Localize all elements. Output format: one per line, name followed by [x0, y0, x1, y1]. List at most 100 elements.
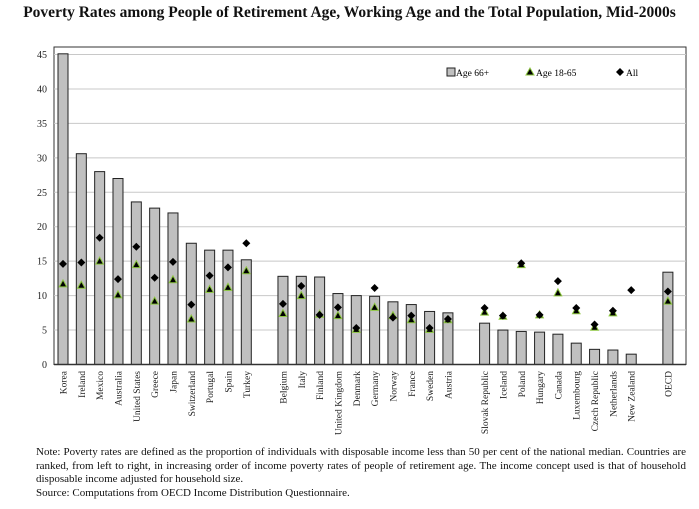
bar-age-66plus: [607, 349, 619, 365]
x-tick-label: Mexico: [96, 371, 106, 400]
y-tick-label: 30: [37, 153, 47, 164]
bar-age-66plus: [277, 275, 289, 366]
x-tick-label: Denmark: [353, 371, 363, 407]
bar-age-66plus: [57, 53, 69, 366]
marker-age-18-65: [113, 289, 123, 299]
note-text: Note: Poverty rates are defined as the p…: [36, 446, 686, 485]
marker-all: [223, 263, 232, 272]
x-tick-label: New Zealand: [628, 371, 638, 422]
marker-age-18-65: [223, 282, 233, 291]
marker-age-18-65: [204, 284, 215, 293]
x-tick-label: Portugal: [206, 371, 216, 404]
marker-age-18-65: [553, 287, 563, 297]
y-tick-label: 5: [42, 326, 47, 337]
bar-age-66plus: [497, 329, 509, 365]
y-tick-label: 10: [37, 291, 47, 302]
y-tick-label: 40: [37, 84, 47, 95]
legend-swatch-age-66plus: [446, 67, 456, 77]
legend: Age 66+ Age 18-65 All: [446, 66, 639, 79]
marker-all: [242, 239, 251, 248]
legend-label-age-18-65: Age 18-65: [536, 69, 577, 79]
bar-age-66plus: [515, 330, 527, 365]
marker-all: [663, 287, 672, 296]
x-tick-label: Netherlands: [609, 371, 619, 417]
x-tick-label: Turkey: [243, 371, 253, 398]
marker-age-18-65: [663, 296, 673, 305]
marker-all: [59, 259, 67, 268]
marker-all: [407, 311, 416, 320]
y-tick-label: 25: [37, 188, 47, 199]
legend-swatch-all: [616, 68, 624, 76]
bar-age-66plus: [589, 348, 601, 366]
x-tick-label: Belgium: [279, 370, 289, 403]
x-tick-label: Italy: [298, 371, 308, 389]
x-tick-label: Poland: [518, 371, 528, 398]
bar-age-66plus: [479, 322, 491, 365]
x-tick-label: Iceland: [499, 371, 509, 399]
x-tick-label: OECD: [664, 371, 674, 397]
marker-age-18-65: [95, 256, 105, 265]
x-tick-label: Switzerland: [188, 371, 198, 417]
marker-age-18-65: [278, 308, 288, 318]
marker-all: [113, 275, 122, 284]
marker-all: [608, 306, 617, 315]
x-tick-label: Ireland: [78, 371, 88, 398]
marker-all: [590, 320, 599, 329]
chart-note: Note: Poverty rates are defined as the p…: [36, 446, 686, 500]
bar-age-66plus: [662, 271, 674, 366]
bar-age-66plus: [204, 249, 216, 365]
x-tick-label: Czech Republic: [591, 371, 601, 431]
x-tick-label: France: [408, 371, 418, 397]
bar-age-66plus: [570, 342, 582, 365]
legend-label-age-66plus: Age 66+: [456, 69, 489, 79]
bar-age-66plus: [625, 353, 637, 365]
legend-swatch-age-18-65: [525, 66, 535, 76]
marker-all: [77, 258, 86, 267]
bar-age-66plus: [424, 310, 436, 366]
bar-age-66plus: [167, 212, 179, 365]
chart-title-text: Poverty Rates among People of Retirement…: [23, 4, 676, 21]
y-tick-label: 45: [37, 50, 47, 61]
marker-age-18-65: [186, 313, 196, 323]
chart-title: Poverty Rates among People of Retirement…: [0, 4, 699, 22]
marker-age-18-65: [241, 265, 251, 275]
x-tick-label: Finland: [316, 371, 326, 400]
x-tick-label: United States: [133, 371, 143, 422]
x-tick-label: Luxembourg: [573, 371, 583, 420]
x-tick-label: Germany: [371, 371, 381, 407]
marker-all: [168, 257, 177, 266]
bar-age-66plus: [240, 259, 252, 365]
marker-all: [205, 271, 214, 280]
x-tick-label: Greece: [151, 371, 161, 398]
x-tick-label: Spain: [224, 371, 234, 393]
x-tick-label: Norway: [389, 371, 399, 402]
marker-age-18-65: [296, 290, 306, 300]
bar-age-66plus: [314, 276, 326, 365]
x-tick-label: Sweden: [426, 371, 436, 401]
marker-all: [370, 284, 379, 293]
x-tick-label: United Kingdom: [334, 370, 344, 435]
y-tick-label: 0: [42, 360, 47, 371]
bar-age-66plus: [149, 207, 161, 365]
marker-age-18-65: [131, 259, 141, 269]
marker-all: [187, 300, 196, 309]
marker-all: [132, 242, 141, 251]
marker-all: [333, 303, 342, 312]
marker-all: [352, 323, 361, 332]
x-tick-label: Austria: [444, 370, 454, 399]
bar-age-66plus: [534, 331, 546, 365]
marker-age-18-65: [333, 310, 343, 320]
source-text: Source: Computations from OECD Income Di…: [36, 486, 350, 499]
y-tick-label: 20: [37, 222, 47, 233]
marker-all: [553, 277, 562, 286]
marker-age-18-65: [58, 278, 68, 288]
y-tick-label: 35: [37, 119, 47, 130]
marker-all: [498, 311, 507, 320]
bar-age-66plus: [112, 178, 124, 365]
marker-all: [572, 304, 581, 313]
marker-all: [425, 323, 434, 332]
marker-age-18-65: [168, 274, 178, 284]
x-tick-label: Korea: [60, 370, 70, 394]
marker-all: [627, 286, 636, 295]
marker-age-18-65: [76, 280, 86, 289]
